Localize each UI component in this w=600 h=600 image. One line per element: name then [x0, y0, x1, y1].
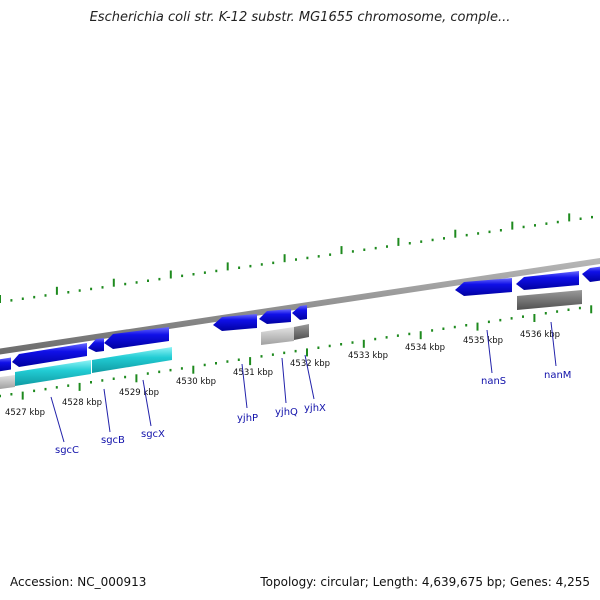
leader-line-nanM — [550, 321, 557, 367]
topology-summary-text: Topology: circular; Length: 4,639,675 bp… — [260, 575, 590, 589]
leader-line-sgcB — [103, 388, 111, 433]
scale-label: 4531 kbp — [233, 368, 273, 378]
gene-arrow-sgcB[interactable] — [88, 338, 104, 352]
gene-label-sgcB[interactable]: sgcB — [101, 435, 125, 446]
gene-label-nanS[interactable]: nanS — [481, 376, 506, 387]
accession-text: Accession: NC_000913 — [10, 575, 147, 589]
gene-arrow-nanM[interactable] — [516, 271, 579, 290]
scale-label: 4529 kbp — [119, 388, 159, 398]
gene-labels: sgcC sgcB sgcX yjhP yjhQ yjhX nanS nanM — [55, 370, 571, 456]
scale-labels: 4527 kbp 4528 kbp 4529 kbp 4530 kbp 4531… — [5, 330, 560, 418]
gene-arrow-yjhX[interactable] — [292, 305, 307, 320]
leader-line-yjhX — [304, 354, 315, 400]
gene-label-yjhX[interactable]: yjhX — [304, 403, 326, 414]
feature-block-grey[interactable] — [261, 327, 294, 345]
leader-line-yjhP — [241, 363, 248, 409]
gene-arrow-nanS[interactable] — [455, 278, 512, 296]
scale-label: 4536 kbp — [520, 330, 560, 340]
map-title: Escherichia coli str. K-12 substr. MG165… — [89, 10, 511, 25]
feature-block-dark-grey[interactable] — [294, 324, 309, 340]
gene-arrow[interactable] — [582, 266, 600, 282]
scale-label: 4527 kbp — [5, 408, 45, 418]
scale-label: 4530 kbp — [176, 377, 216, 387]
gene-arrow-yjhP[interactable] — [213, 314, 257, 331]
scale-label: 4533 kbp — [348, 351, 388, 361]
feature-block-grey[interactable] — [0, 375, 15, 389]
gene-arrow-sgcC[interactable] — [12, 343, 87, 367]
upper-scale-ticks — [0, 213, 593, 303]
leader-line-yjhQ — [281, 357, 287, 404]
lower-scale-ticks — [0, 305, 593, 400]
gene-features — [0, 266, 600, 389]
feature-block-cyan[interactable] — [92, 347, 172, 373]
gene-label-sgcX[interactable]: sgcX — [141, 429, 165, 440]
gene-arrow[interactable] — [0, 357, 11, 373]
scale-label: 4535 kbp — [463, 336, 503, 346]
gene-label-leaders — [50, 321, 557, 443]
leader-line-nanS — [486, 329, 493, 374]
feature-block-cyan[interactable] — [15, 360, 91, 386]
gene-label-nanM[interactable]: nanM — [544, 370, 571, 381]
leader-line-sgcX — [142, 379, 152, 427]
gene-label-sgcC[interactable]: sgcC — [55, 445, 79, 456]
scale-label: 4532 kbp — [290, 359, 330, 369]
gene-label-yjhQ[interactable]: yjhQ — [275, 407, 298, 418]
leader-line-sgcC — [50, 396, 65, 443]
gene-arrow-sgcX[interactable] — [104, 327, 169, 349]
scale-label: 4534 kbp — [405, 343, 445, 353]
gene-label-yjhP[interactable]: yjhP — [237, 413, 258, 424]
gene-arrow-yjhQ[interactable] — [259, 309, 291, 324]
feature-block-dark-grey[interactable] — [517, 290, 582, 310]
scale-label: 4528 kbp — [62, 398, 102, 408]
